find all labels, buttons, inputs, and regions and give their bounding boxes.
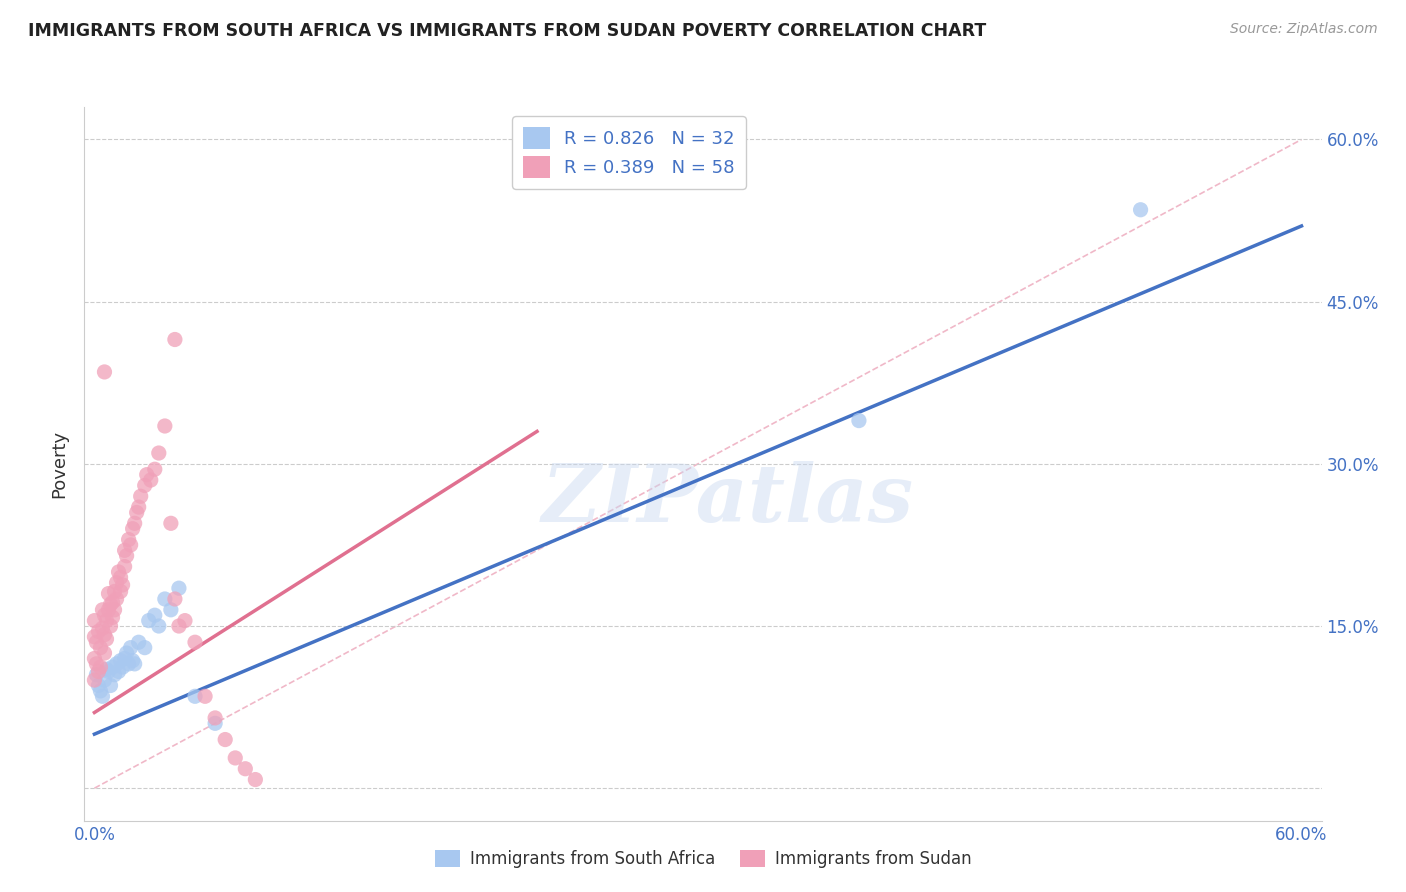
Point	[135, 467, 157, 482]
Point	[124, 657, 146, 671]
Point	[89, 640, 111, 655]
Point	[117, 657, 139, 671]
Point	[91, 690, 114, 704]
Point	[91, 621, 114, 635]
Text: IMMIGRANTS FROM SOUTH AFRICA VS IMMIGRANTS FROM SUDAN POVERTY CORRELATION CHART: IMMIGRANTS FROM SOUTH AFRICA VS IMMIGRAN…	[28, 22, 987, 40]
Point	[93, 608, 115, 623]
Point	[83, 614, 105, 628]
Point	[115, 549, 138, 563]
Point	[167, 581, 190, 595]
Point	[124, 516, 146, 531]
Point	[1129, 202, 1152, 217]
Point	[89, 684, 111, 698]
Point	[214, 732, 236, 747]
Point	[101, 660, 124, 674]
Point	[204, 711, 226, 725]
Point	[117, 533, 139, 547]
Point	[167, 619, 190, 633]
Point	[101, 595, 124, 609]
Point	[224, 751, 246, 765]
Y-axis label: Poverty: Poverty	[51, 430, 69, 498]
Point	[110, 584, 132, 599]
Point	[204, 716, 226, 731]
Point	[134, 478, 156, 492]
Point	[93, 673, 115, 687]
Point	[87, 678, 110, 692]
Point	[121, 522, 143, 536]
Point	[163, 333, 186, 347]
Text: Source: ZipAtlas.com: Source: ZipAtlas.com	[1230, 22, 1378, 37]
Point	[97, 603, 120, 617]
Point	[91, 603, 114, 617]
Point	[114, 651, 136, 665]
Point	[96, 632, 118, 646]
Point	[128, 635, 150, 649]
Point	[103, 603, 125, 617]
Point	[121, 654, 143, 668]
Point	[138, 614, 160, 628]
Point	[125, 506, 148, 520]
Point	[163, 592, 186, 607]
Point	[101, 610, 124, 624]
Point	[87, 624, 110, 639]
Point	[848, 414, 870, 428]
Point	[110, 654, 132, 668]
Point	[233, 762, 256, 776]
Point	[83, 651, 105, 665]
Point	[153, 419, 176, 434]
Point	[111, 660, 134, 674]
Point	[105, 657, 128, 671]
Legend: R = 0.826   N = 32, R = 0.389   N = 58: R = 0.826 N = 32, R = 0.389 N = 58	[512, 116, 745, 189]
Point	[103, 667, 125, 681]
Point	[87, 665, 110, 679]
Point	[100, 619, 122, 633]
Point	[93, 646, 115, 660]
Point	[93, 365, 115, 379]
Point	[114, 559, 136, 574]
Point	[245, 772, 267, 787]
Point	[105, 575, 128, 590]
Point	[96, 614, 118, 628]
Point	[160, 516, 183, 531]
Point	[105, 592, 128, 607]
Point	[97, 665, 120, 679]
Point	[160, 603, 183, 617]
Point	[97, 586, 120, 600]
Point	[115, 646, 138, 660]
Point	[148, 446, 170, 460]
Point	[194, 690, 217, 704]
Point	[120, 538, 142, 552]
Point	[100, 678, 122, 692]
Point	[120, 640, 142, 655]
Point	[107, 665, 129, 679]
Point	[86, 667, 108, 681]
Point	[89, 660, 111, 674]
Point	[114, 543, 136, 558]
Point	[100, 598, 122, 612]
Point	[153, 592, 176, 607]
Point	[86, 635, 108, 649]
Point	[103, 584, 125, 599]
Point	[86, 657, 108, 671]
Point	[107, 565, 129, 579]
Point	[148, 619, 170, 633]
Point	[139, 473, 162, 487]
Point	[129, 489, 152, 503]
Legend: Immigrants from South Africa, Immigrants from Sudan: Immigrants from South Africa, Immigrants…	[427, 843, 979, 875]
Point	[174, 614, 197, 628]
Point	[83, 630, 105, 644]
Point	[184, 635, 207, 649]
Point	[110, 570, 132, 584]
Point	[143, 462, 166, 476]
Point	[143, 608, 166, 623]
Point	[93, 628, 115, 642]
Point	[83, 673, 105, 687]
Point	[96, 662, 118, 676]
Point	[184, 690, 207, 704]
Point	[111, 578, 134, 592]
Text: ZIPatlas: ZIPatlas	[541, 461, 914, 538]
Point	[128, 500, 150, 514]
Point	[134, 640, 156, 655]
